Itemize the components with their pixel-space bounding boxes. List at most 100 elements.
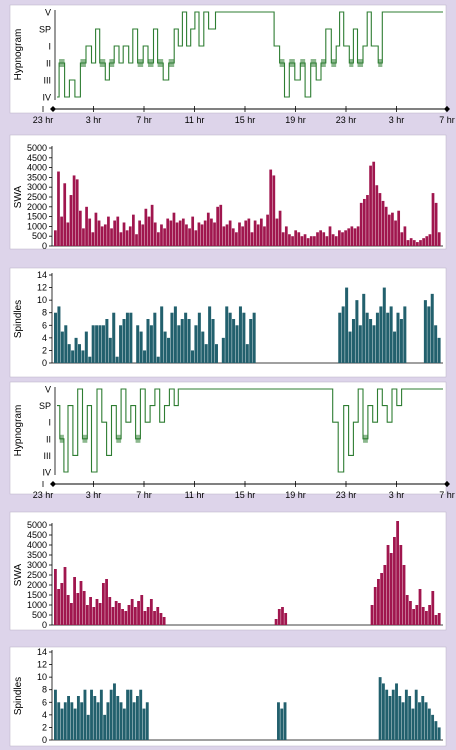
spindles-bar xyxy=(388,696,392,740)
spindles-bar xyxy=(345,287,349,363)
hypnogram-stage-band xyxy=(310,59,317,67)
spindles-bar xyxy=(170,312,174,363)
swa-bar xyxy=(60,216,63,246)
swa-bar xyxy=(387,214,391,246)
spindles-bar xyxy=(84,331,88,363)
spindles-bar xyxy=(105,319,109,363)
swa-bar xyxy=(256,224,260,246)
swa-bar xyxy=(210,218,213,246)
swa-bar xyxy=(146,607,150,625)
spindles-bar xyxy=(156,356,160,363)
swa-bar xyxy=(141,224,145,246)
swa-bar xyxy=(375,185,379,246)
y-tick-label: 10 xyxy=(37,672,47,682)
swa-bar xyxy=(328,226,332,246)
swa-bar xyxy=(119,232,123,246)
swa-bar xyxy=(402,565,406,625)
y-tick-label: 8 xyxy=(42,685,47,695)
spindles-bar xyxy=(90,689,93,740)
swa-bar xyxy=(284,226,288,246)
swa-bar xyxy=(231,228,235,246)
y-tick-label: 4500 xyxy=(27,530,47,540)
stage-tick-label: II xyxy=(46,59,51,69)
y-tick-label: 2 xyxy=(42,722,47,732)
spindles-bar xyxy=(225,306,229,363)
spindles-bar xyxy=(194,325,198,363)
swa-bar xyxy=(409,601,412,625)
spindles-bar xyxy=(143,350,147,363)
y-axis-label: SWA xyxy=(13,563,24,586)
hypnogram-stage-band xyxy=(82,434,88,443)
spindles-bar xyxy=(145,702,149,740)
swa-bar xyxy=(82,228,85,246)
spindles-bar xyxy=(355,300,359,363)
swa-bar xyxy=(378,193,382,246)
swa-bar xyxy=(143,611,147,625)
y-axis-label: Hypnogram xyxy=(13,405,24,457)
swa-bar xyxy=(350,226,354,246)
swa-bar xyxy=(159,613,163,625)
y-tick-label: 6 xyxy=(42,697,47,707)
swa-bar xyxy=(144,208,148,246)
spindles-bar xyxy=(389,306,393,363)
time-tick-label: 23 hr xyxy=(33,490,54,500)
time-tick-label: 15 hr xyxy=(235,115,256,125)
panel-background xyxy=(9,381,447,495)
swa-bar xyxy=(107,216,110,246)
swa-bar xyxy=(82,591,86,625)
swa-bar xyxy=(137,601,140,625)
swa-bar xyxy=(306,238,310,246)
swa-bar xyxy=(266,214,269,246)
hypnogram-stage-band xyxy=(331,59,337,67)
y-tick-label: 1500 xyxy=(27,212,47,222)
swa-bar xyxy=(399,545,403,625)
hypnogram-stage-band xyxy=(135,434,141,443)
swa-bar xyxy=(69,195,73,246)
swa-bar xyxy=(437,232,441,246)
y-tick-label: 0 xyxy=(42,358,47,368)
spindles-bar xyxy=(73,708,77,740)
swa-bar xyxy=(383,565,387,625)
hypnogram-stage-band xyxy=(99,59,106,67)
swa-bar xyxy=(219,204,223,246)
swa-bar xyxy=(113,220,117,246)
hypnogram-stage-band xyxy=(116,434,122,443)
swa-bar xyxy=(200,224,204,246)
swa-bar xyxy=(163,228,166,246)
swa-bar xyxy=(114,601,118,625)
y-tick-label: 3000 xyxy=(27,560,47,570)
spindles-bar xyxy=(277,702,280,740)
spindles-bar xyxy=(204,344,208,363)
time-axis-start-marker xyxy=(50,481,56,487)
swa-bar xyxy=(130,599,134,625)
spindles-bar xyxy=(57,306,61,363)
swa-bar xyxy=(281,232,285,246)
swa-bar xyxy=(103,224,107,246)
spindles-bar xyxy=(391,689,395,740)
swa-bar xyxy=(222,226,226,246)
spindles-bar xyxy=(119,702,123,740)
hypnogram-step-line xyxy=(57,11,443,98)
swa-bar xyxy=(415,605,419,625)
spindles-bar xyxy=(80,702,84,740)
swa-bar xyxy=(359,202,363,246)
spindles-bar xyxy=(99,689,103,740)
spindles-bar xyxy=(173,306,177,363)
spindles-bar xyxy=(113,683,116,740)
hypnogram-stage-band xyxy=(59,434,64,443)
swa-bar xyxy=(412,240,416,246)
swa-bar xyxy=(111,607,115,625)
swa-bar xyxy=(338,230,341,246)
swa-bar xyxy=(147,216,151,246)
spindles-bar xyxy=(93,696,97,740)
time-tick-label: 19 hr xyxy=(285,115,306,125)
swa-bar xyxy=(437,613,441,625)
swa-bar xyxy=(117,603,121,625)
y-tick-label: 2500 xyxy=(27,570,47,580)
swa-bar xyxy=(101,583,105,625)
spindles-bar xyxy=(149,325,153,363)
swa-bar xyxy=(416,242,419,246)
swa-bar xyxy=(406,240,410,246)
spindles-bar xyxy=(232,319,236,363)
